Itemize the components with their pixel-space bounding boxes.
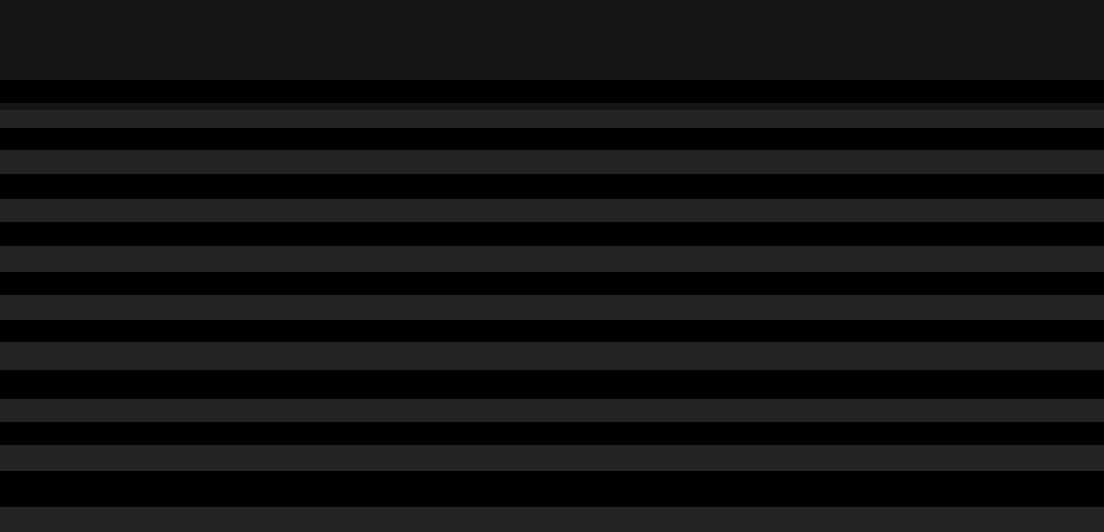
row-stripe xyxy=(0,507,1104,532)
row-stripe xyxy=(0,150,1104,174)
gap-black xyxy=(0,80,1104,103)
row-stripe xyxy=(0,342,1104,370)
row-stripe xyxy=(0,295,1104,320)
thin-strip xyxy=(0,103,1104,110)
row-stripe xyxy=(0,399,1104,422)
row-stripe xyxy=(0,246,1104,272)
gap-black xyxy=(0,272,1104,295)
header-band xyxy=(0,0,1104,80)
row-stripe xyxy=(0,199,1104,222)
gap-black xyxy=(0,128,1104,150)
gap-black xyxy=(0,370,1104,399)
row-stripe xyxy=(0,445,1104,471)
gap-black xyxy=(0,422,1104,445)
row-stripe xyxy=(0,110,1104,128)
gap-black xyxy=(0,174,1104,199)
gap-black xyxy=(0,320,1104,342)
gap-black xyxy=(0,222,1104,246)
gap-black xyxy=(0,471,1104,507)
